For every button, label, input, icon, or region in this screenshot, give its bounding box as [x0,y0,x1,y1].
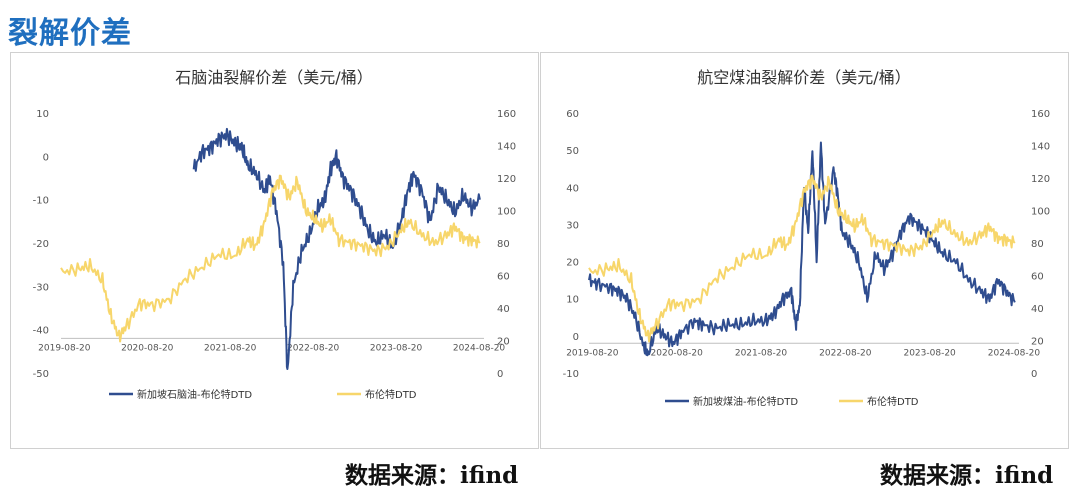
data-source-right: 数据来源：ifind [880,462,1054,489]
chart-title: 石脑油裂解价差（美元/桶） [175,68,372,87]
y-right-tick-label: 160 [1031,109,1050,120]
y-right-tick-label: 160 [497,109,516,120]
y-right-tick-label: 60 [497,272,510,283]
y-left-tick-label: 50 [566,146,579,157]
series-line-brent [60,174,481,343]
series-line-brent [588,174,1016,343]
y-right-tick-label: 100 [1031,207,1050,218]
y-right-tick-label: 40 [1031,304,1044,315]
x-tick-label: 2021-08-20 [735,348,788,358]
chart-naphtha-crack-spread: 石脑油裂解价差（美元/桶）100-10-20-30-40-50160140120… [33,68,516,401]
y-left-tick-label: 40 [566,183,579,194]
legend-label: 新加坡石脑油-布伦特DTD [137,388,252,401]
y-left-tick-label: -30 [33,282,49,293]
series-line-spread [588,141,1016,357]
series-line-spread [192,127,481,370]
x-tick-label: 2022-08-20 [287,343,340,353]
y-left-tick-label: 20 [566,258,579,269]
y-left-tick-label: 60 [566,109,579,120]
x-tick-label: 2020-08-20 [651,348,704,358]
y-left-tick-label: -10 [33,196,49,207]
x-tick-label: 2019-08-20 [38,343,91,353]
y-left-tick-label: 30 [566,220,579,231]
y-right-tick-label: 0 [497,369,503,380]
y-left-tick-label: 10 [36,109,49,120]
chart-panel-naphtha: 石脑油裂解价差（美元/桶） 10 0 -10 -20 -30 -40 -50 160 140 120… [10,52,539,449]
y-right-tick-label: 120 [1031,174,1050,185]
y-right-tick-label: 40 [497,304,510,315]
y-right-tick-label: 80 [497,239,510,250]
x-tick-label: 2023-08-20 [903,348,956,358]
chart-title: 航空煤油裂解价差（美元/桶） [697,68,910,87]
x-tick-label: 2021-08-20 [204,343,257,353]
legend-label: 布伦特DTD [365,388,417,401]
chart-jet-fuel-crack-spread: 航空煤油裂解价差（美元/桶）6050403020100-101601401201… [563,68,1050,408]
x-tick-label: 2024-08-20 [988,348,1041,358]
y-right-tick-label: 140 [497,142,516,153]
x-tick-label: 2020-08-20 [121,343,174,353]
y-right-tick-label: 120 [497,174,516,185]
y-right-tick-label: 60 [1031,272,1044,283]
legend-label: 布伦特DTD [867,395,919,408]
y-left-tick-label: -50 [33,369,49,380]
y-left-tick-label: -20 [33,239,49,250]
x-tick-label: 2019-08-20 [566,348,619,358]
y-left-tick-label: 0 [573,332,579,343]
y-left-tick-label: 10 [566,295,579,306]
y-right-tick-label: 0 [1031,369,1037,380]
y-right-tick-label: 140 [1031,142,1050,153]
y-left-tick-label: 0 [43,152,49,163]
chart-panel-jet-fuel: 航空煤油裂解价差（美元/桶） 60 50 40 30 20 10 0 -10 160 140 120 1… [540,52,1069,449]
x-tick-label: 2024-08-20 [453,343,506,353]
data-source-left: 数据来源：ifind [345,462,519,489]
x-tick-label: 2023-08-20 [370,343,423,353]
y-right-tick-label: 20 [497,337,510,348]
y-right-tick-label: 100 [497,207,516,218]
page-title: 裂解价差 [8,16,132,51]
y-left-tick-label: -10 [563,369,579,380]
legend-label: 新加坡煤油-布伦特DTD [693,395,798,408]
y-right-tick-label: 80 [1031,239,1044,250]
y-right-tick-label: 20 [1031,337,1044,348]
x-tick-label: 2022-08-20 [819,348,872,358]
y-left-tick-label: -40 [33,326,49,337]
